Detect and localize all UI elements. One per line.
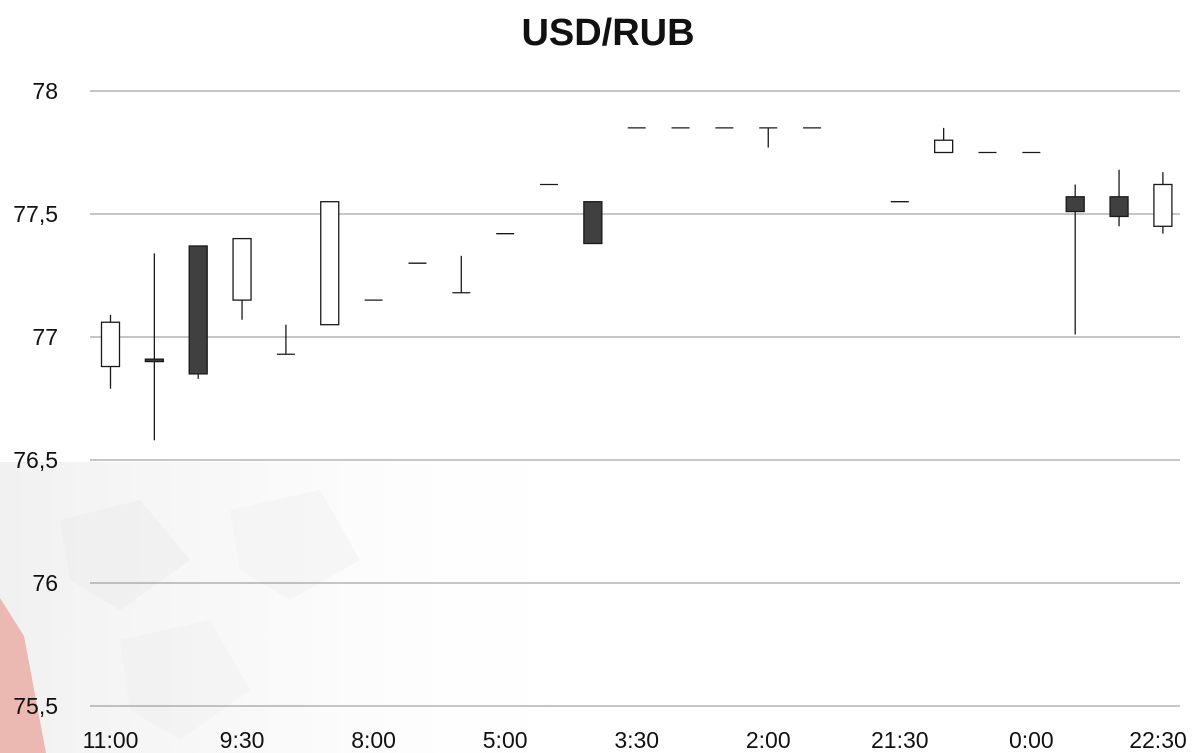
- candle-body-bearish: [144, 358, 165, 363]
- x-tick-label: 5:00: [483, 727, 528, 753]
- candle: [583, 201, 603, 245]
- candle-body-bearish: [188, 245, 208, 375]
- y-tick-label: 77,5: [13, 201, 58, 227]
- x-tick-label: 0:00: [1009, 727, 1054, 753]
- candle-body-bullish: [100, 321, 121, 368]
- candle-body-bullish: [320, 201, 340, 326]
- y-axis-tick-labels: 78 77,5 77 76,5 76 75,5: [13, 78, 58, 719]
- candle: [934, 127, 954, 154]
- y-tick-label: 78: [32, 78, 58, 104]
- y-tick-label: 76,5: [13, 447, 58, 473]
- candle: [144, 253, 165, 441]
- candle-body-bearish: [1065, 196, 1085, 213]
- candle: [452, 255, 471, 294]
- candle: [276, 324, 295, 355]
- candle: [320, 201, 340, 326]
- candle: [1109, 169, 1129, 227]
- y-tick-label: 77: [32, 324, 58, 350]
- candle: [100, 314, 121, 389]
- gridlines: [90, 90, 1180, 707]
- candle-body-bullish: [1153, 183, 1173, 227]
- candle: [759, 127, 778, 148]
- x-tick-label: 8:00: [351, 727, 396, 753]
- background-watermark: [0, 462, 620, 753]
- y-tick-label: 76: [32, 570, 58, 596]
- candle: [188, 245, 208, 379]
- candle: [232, 237, 252, 320]
- x-tick-label: 11:00: [83, 727, 139, 753]
- candle-body-bullish: [232, 237, 252, 301]
- x-tick-label: 3:30: [614, 727, 659, 753]
- x-tick-label: 21:30: [871, 727, 929, 753]
- chart-title: USD/RUB: [521, 12, 694, 54]
- candlestick-series: [100, 127, 1173, 441]
- candle: [1065, 184, 1085, 335]
- candle-body-bullish: [934, 139, 954, 154]
- candle: [1153, 172, 1173, 234]
- y-tick-label: 75,5: [13, 693, 58, 719]
- x-tick-label: 9:30: [220, 727, 265, 753]
- candle-body-bearish: [583, 201, 603, 245]
- x-tick-label: 22:30: [1129, 727, 1187, 753]
- x-tick-label: 2:00: [746, 727, 791, 753]
- x-axis-tick-labels: 11:00 9:30 8:00 5:00 3:30 2:00 21:30 0:00 22:30: [83, 727, 1187, 753]
- candle-body-bearish: [1109, 196, 1129, 218]
